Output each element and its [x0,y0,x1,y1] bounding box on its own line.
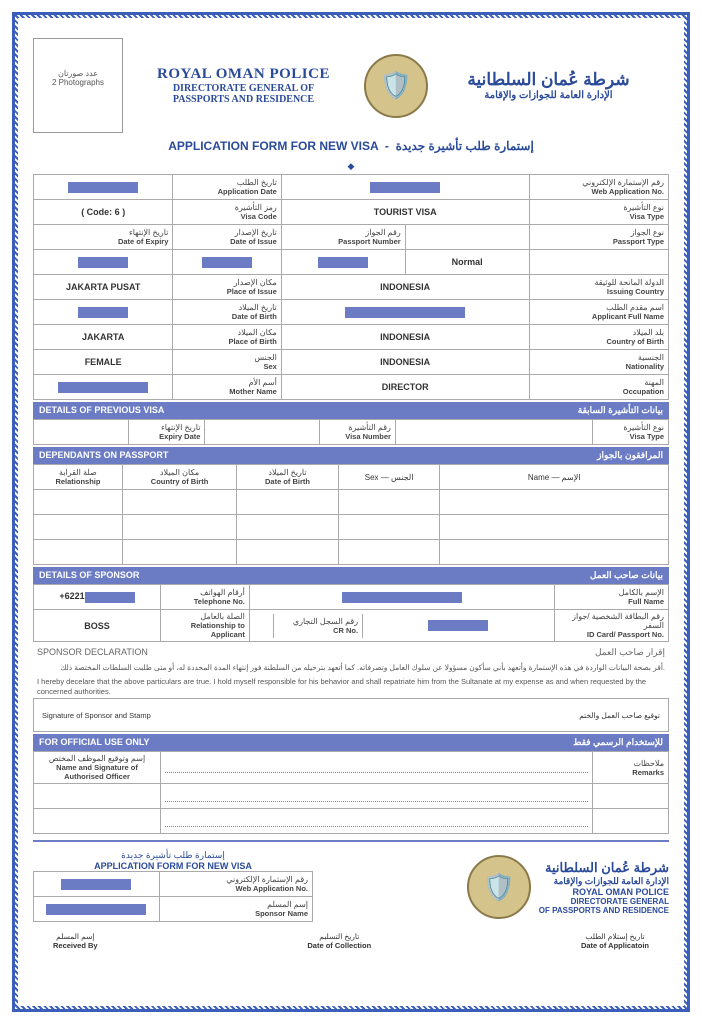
photo-box: عدد صورتان 2 Photographs [33,38,123,133]
footer-title: شرطة عُمان السلطانية الإدارة العامة للجو… [539,860,669,915]
title-arabic: شرطة عُمان السلطانية الإدارة العامة للجو… [428,70,669,101]
sponsor-table: +6221 أرقام الهواتفTelephone No. الإسم ب… [33,584,669,642]
header: عدد صورتان 2 Photographs ROYAL OMAN POLI… [33,38,669,133]
official-header: FOR OFFICIAL USE ONLYللإستخدام الرسمي فق… [33,734,669,751]
declaration-en: I hereby decelare that the above particu… [33,675,669,699]
prev-visa-table: تاريخ الإنتهاءExpiry Date رقم التأشيرةVi… [33,419,669,445]
main-form-table: تاريخ الطلبApplication Date رقم الإستمار… [33,174,669,400]
sponsor-header: DETAILS OF SPONSORبيانات صاحب العمل [33,567,669,584]
footer-emblem-icon: 🛡️ [467,855,531,919]
form-title: APPLICATION FORM FOR NEW VISA - إستمارة … [33,139,669,153]
dependants-header: DEPENDANTS ON PASSPORTالمرافقون بالجواز [33,447,669,464]
separator-icon: ◆ [33,161,669,172]
declaration-title: SPONSOR DECLARATIONإقرار صاحب العمل [33,644,669,661]
declaration-ar: أقر بصحة البيانات الواردة في هذه الإستما… [33,661,669,675]
bottom-labels: إسم المسلمReceived By تاريخ التسليمDate … [33,932,669,950]
dependants-table: صلة القرابةRelationship مكان الميلادCoun… [33,464,669,565]
title-english: ROYAL OMAN POLICE DIRECTORATE GENERAL OF… [123,66,364,105]
footer-table: رقم الإستمارة الإلكترونيWeb Application … [33,871,313,922]
photo-label-ar: عدد صورتان [34,69,122,78]
prev-visa-header: DETAILS OF PREVIOUS VISAبيانات التأشيرة … [33,402,669,419]
footer: إستمارة طلب تأشيرة جديدة APPLICATION FOR… [33,850,669,924]
signature-box: Signature of Sponsor and Stampتوقيع صاحب… [33,698,669,732]
official-table: إسم وتوقيع الموظف المختصName and Signatu… [33,751,669,834]
emblem-icon: 🛡️ [364,54,428,118]
photo-label-en: 2 Photographs [34,78,122,87]
